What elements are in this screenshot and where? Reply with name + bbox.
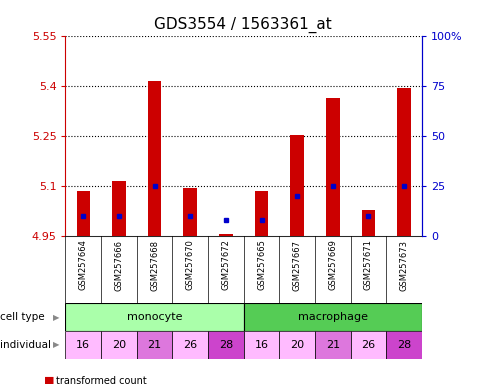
Text: 20: 20 <box>112 340 126 350</box>
Bar <box>112 181 125 236</box>
Text: 20: 20 <box>289 340 303 350</box>
Text: GSM257668: GSM257668 <box>150 240 159 291</box>
Bar <box>361 210 375 236</box>
Text: 21: 21 <box>325 340 339 350</box>
Bar <box>243 303 421 331</box>
Text: monocyte: monocyte <box>127 312 182 322</box>
Text: 21: 21 <box>147 340 161 350</box>
Text: GSM257667: GSM257667 <box>292 240 301 291</box>
Bar <box>148 81 161 236</box>
Text: 28: 28 <box>396 340 410 350</box>
Bar <box>219 235 232 236</box>
Text: GSM257670: GSM257670 <box>185 240 195 290</box>
Text: transformed count: transformed count <box>56 376 146 384</box>
Text: GSM257664: GSM257664 <box>78 240 88 290</box>
Bar <box>350 331 385 359</box>
Text: GSM257673: GSM257673 <box>399 240 408 291</box>
Text: 26: 26 <box>361 340 375 350</box>
Bar <box>136 331 172 359</box>
Bar <box>290 135 303 236</box>
Bar <box>183 188 197 236</box>
Bar <box>254 191 268 236</box>
Bar <box>396 88 410 236</box>
Bar <box>172 331 208 359</box>
Text: cell type: cell type <box>0 312 45 322</box>
Bar <box>76 191 90 236</box>
Bar <box>325 98 339 236</box>
Text: GSM257671: GSM257671 <box>363 240 372 290</box>
Bar <box>243 331 279 359</box>
Bar <box>101 331 136 359</box>
Text: 16: 16 <box>254 340 268 350</box>
Text: GSM257669: GSM257669 <box>328 240 337 290</box>
Text: individual: individual <box>0 340 51 350</box>
Text: ▶: ▶ <box>52 340 59 349</box>
Text: GDS3554 / 1563361_at: GDS3554 / 1563361_at <box>153 17 331 33</box>
Bar <box>385 331 421 359</box>
Text: ▶: ▶ <box>52 313 59 322</box>
Bar <box>208 331 243 359</box>
Text: macrophage: macrophage <box>297 312 367 322</box>
Text: 28: 28 <box>218 340 232 350</box>
Bar <box>65 303 243 331</box>
Text: 16: 16 <box>76 340 90 350</box>
Bar <box>314 331 350 359</box>
Text: ■: ■ <box>44 376 54 384</box>
Text: GSM257666: GSM257666 <box>114 240 123 291</box>
Bar <box>65 331 101 359</box>
Bar <box>279 331 314 359</box>
Text: GSM257672: GSM257672 <box>221 240 230 290</box>
Text: GSM257665: GSM257665 <box>257 240 266 290</box>
Text: 26: 26 <box>183 340 197 350</box>
